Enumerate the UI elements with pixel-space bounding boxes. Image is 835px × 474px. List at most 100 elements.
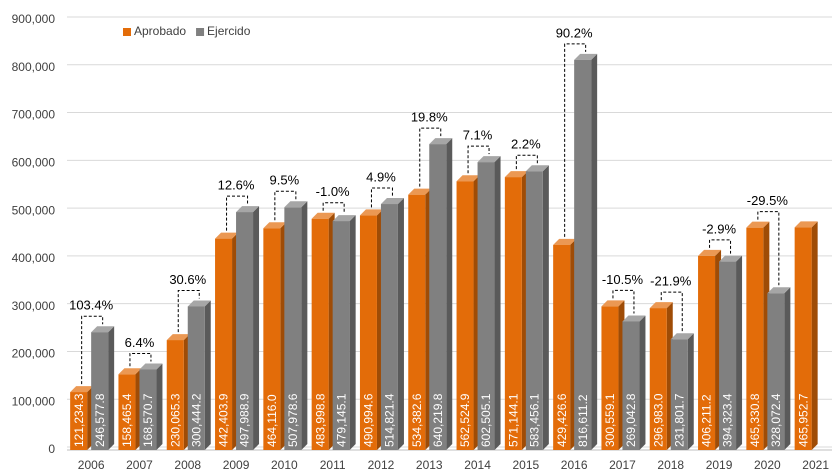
bar bbox=[284, 207, 302, 450]
annotation: 9.5% bbox=[270, 173, 300, 188]
bar-side bbox=[349, 215, 356, 450]
bar-side bbox=[811, 221, 818, 450]
bar-top bbox=[670, 333, 694, 340]
value-label: 300,444.2 bbox=[189, 393, 203, 447]
bar-top bbox=[698, 249, 722, 256]
value-label: 230,065.3 bbox=[168, 393, 182, 447]
bar bbox=[622, 321, 640, 450]
bar-side bbox=[736, 255, 743, 450]
annotation-bracket bbox=[467, 145, 490, 174]
bar bbox=[525, 171, 543, 450]
bar-top bbox=[456, 175, 480, 182]
bar-top bbox=[746, 221, 770, 228]
value-label: 640,219.8 bbox=[431, 393, 445, 447]
bar bbox=[767, 293, 785, 450]
legend-swatch bbox=[196, 28, 205, 36]
bar bbox=[236, 212, 254, 450]
annotation-bracket bbox=[709, 239, 732, 254]
value-label: 394,323.4 bbox=[721, 393, 735, 447]
y-tick-label: 900,000 bbox=[12, 12, 56, 26]
bar-top bbox=[187, 300, 211, 307]
bar bbox=[504, 177, 522, 450]
annotation-bracket bbox=[564, 43, 587, 237]
value-label: 562,524.9 bbox=[458, 393, 472, 447]
value-label: 507,978.6 bbox=[286, 393, 300, 447]
bar-top bbox=[719, 255, 743, 262]
value-label: 479,145.1 bbox=[334, 393, 348, 447]
annotation-bracket bbox=[81, 315, 104, 385]
bar-side bbox=[784, 287, 791, 450]
bar bbox=[91, 332, 109, 450]
x-tick-label: 2020 bbox=[754, 458, 781, 472]
annotation-bracket bbox=[612, 289, 635, 314]
y-tick-label: 600,000 bbox=[12, 156, 56, 170]
bar bbox=[574, 59, 592, 451]
bar-side bbox=[301, 201, 308, 450]
x-tick-label: 2006 bbox=[78, 458, 105, 472]
x-tick-label: 2011 bbox=[320, 458, 346, 472]
bar bbox=[70, 392, 88, 450]
annotation: -10.5% bbox=[602, 272, 644, 287]
annotation-bracket bbox=[129, 352, 152, 367]
bar-side bbox=[494, 156, 501, 450]
bar-top bbox=[70, 386, 94, 393]
y-tick-label: 0 bbox=[48, 442, 55, 456]
bar-top bbox=[139, 363, 163, 370]
bar-top bbox=[118, 368, 142, 375]
y-tick-label: 700,000 bbox=[12, 108, 56, 122]
x-tick-label: 2018 bbox=[657, 458, 684, 472]
x-tick-label: 2012 bbox=[368, 458, 395, 472]
bar bbox=[477, 162, 495, 450]
bar-side bbox=[591, 53, 598, 451]
x-tick-label: 2019 bbox=[706, 458, 733, 472]
bar-top bbox=[332, 215, 356, 222]
bar-top bbox=[477, 156, 501, 163]
annotation: 7.1% bbox=[463, 128, 493, 143]
bar bbox=[794, 227, 812, 450]
bar-top bbox=[794, 221, 818, 228]
bar bbox=[601, 306, 619, 450]
y-tick-label: 300,000 bbox=[12, 299, 56, 313]
x-tick-label: 2015 bbox=[512, 458, 539, 472]
bar-top bbox=[311, 212, 335, 219]
value-label: 583,456.1 bbox=[528, 393, 542, 447]
legend-label: Aprobado bbox=[134, 24, 186, 38]
bar-side bbox=[397, 198, 404, 450]
value-label: 497,988.9 bbox=[238, 393, 252, 447]
annotation: 4.9% bbox=[366, 169, 396, 184]
value-label: 571,144.1 bbox=[507, 393, 521, 447]
value-label: 442,403.9 bbox=[217, 393, 231, 447]
bar-side bbox=[253, 206, 260, 450]
value-label: 464,116.0 bbox=[265, 394, 279, 447]
value-label: 269,042.8 bbox=[624, 393, 638, 447]
annotation: 103.4% bbox=[69, 298, 114, 313]
bar bbox=[166, 340, 184, 450]
annotation: -2.9% bbox=[702, 221, 736, 236]
bar-top bbox=[215, 232, 239, 239]
bar bbox=[698, 255, 716, 450]
annotation: 30.6% bbox=[169, 272, 206, 287]
bar bbox=[332, 221, 350, 450]
bar bbox=[429, 144, 447, 451]
value-label: 121,234.3 bbox=[72, 393, 86, 447]
bar-top bbox=[601, 300, 625, 307]
value-label: 490,994.6 bbox=[362, 393, 376, 447]
x-tick-label: 2008 bbox=[174, 458, 201, 472]
value-label: 816,611.2 bbox=[576, 394, 590, 447]
value-label: 514,821.4 bbox=[383, 393, 397, 447]
bar bbox=[139, 369, 157, 450]
x-tick-label: 2007 bbox=[126, 458, 153, 472]
x-tick-label: 2021 bbox=[802, 458, 829, 472]
value-label: 465,952.7 bbox=[796, 393, 810, 447]
bar bbox=[670, 339, 688, 450]
bar bbox=[118, 374, 136, 450]
bar bbox=[263, 228, 281, 450]
value-label: 246,577.8 bbox=[93, 393, 107, 447]
bar-top bbox=[166, 334, 190, 341]
annotation: 19.8% bbox=[411, 110, 448, 125]
bar bbox=[311, 218, 329, 450]
annotation: -29.5% bbox=[747, 193, 789, 208]
bar-top bbox=[380, 198, 404, 205]
bar-side bbox=[639, 315, 646, 450]
annotation-bracket bbox=[515, 154, 538, 170]
